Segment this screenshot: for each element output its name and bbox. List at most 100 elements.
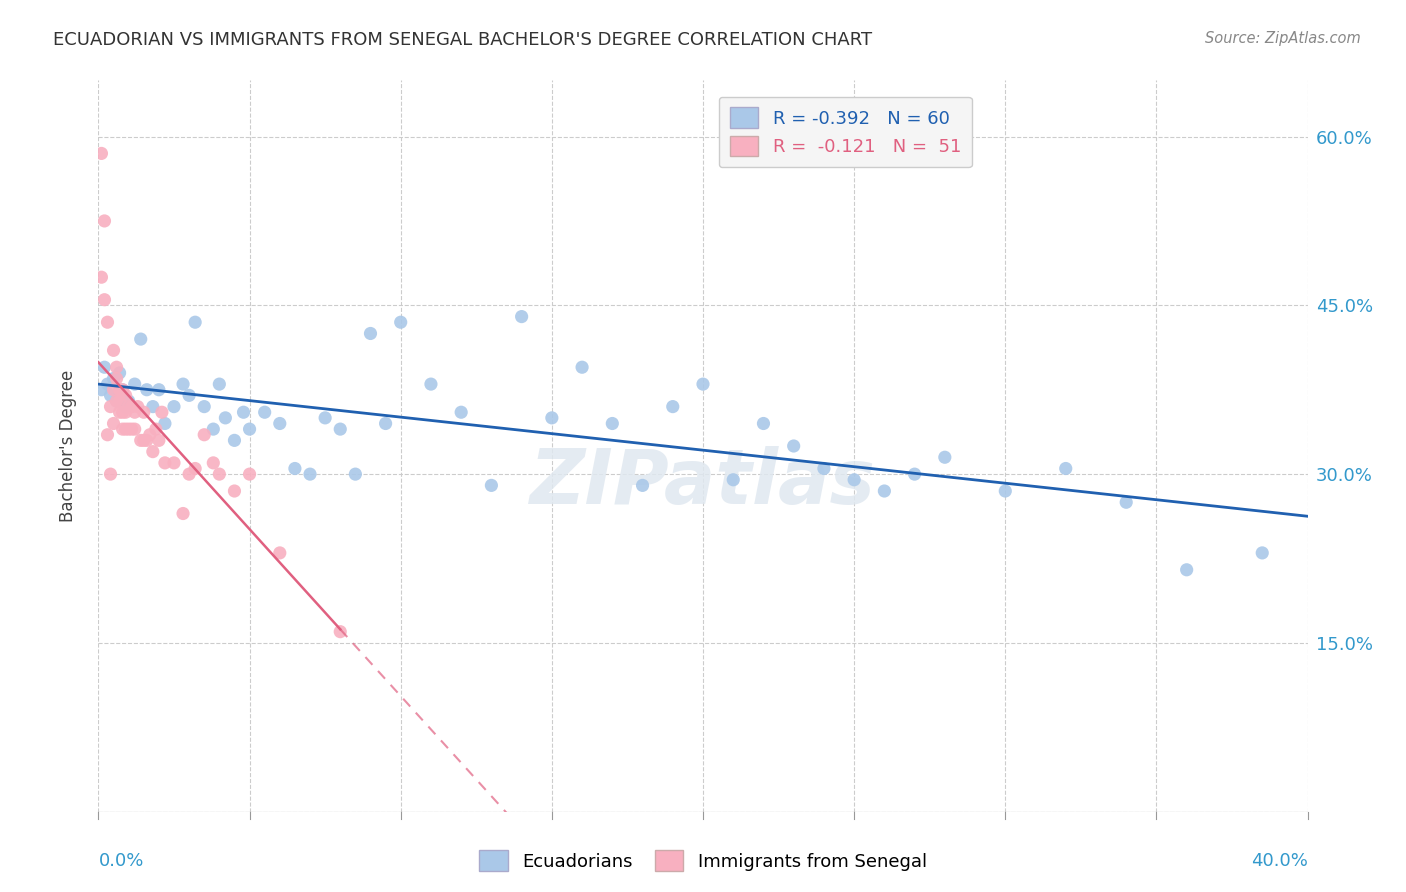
Text: Bachelor's Degree: Bachelor's Degree [59,370,77,522]
Point [108,394,131,409]
Point [96,315,118,329]
Point [124,405,146,419]
Point [114,405,136,419]
Legend: Ecuadorians, Immigrants from Senegal: Ecuadorians, Immigrants from Senegal [472,843,934,879]
Point [124,377,146,392]
Point [163,456,186,470]
Point [103,343,125,358]
Point [232,405,254,419]
Point [111,383,134,397]
Point [1175,563,1198,577]
Point [1054,461,1077,475]
Point [90,270,112,285]
Point [239,422,262,436]
Point [96,377,118,392]
Point [661,400,683,414]
Point [100,388,122,402]
Text: 0.0%: 0.0% [98,852,143,870]
Point [344,467,367,482]
Point [105,360,128,375]
Point [193,400,215,414]
Point [224,483,246,498]
Point [108,405,131,419]
Point [172,377,194,392]
Point [139,427,162,442]
Point [124,422,146,436]
Point [121,422,143,436]
Point [389,315,412,329]
Point [111,405,134,419]
Point [114,400,136,414]
Point [129,434,152,448]
Point [153,456,176,470]
Point [873,483,896,498]
Point [184,461,207,475]
Point [103,383,125,397]
Point [129,332,152,346]
Point [224,434,246,448]
Point [179,388,201,402]
Point [153,417,176,431]
Point [127,400,149,414]
Point [105,371,128,385]
Point [90,146,112,161]
Point [1251,546,1274,560]
Point [208,377,231,392]
Point [111,422,134,436]
Point [118,400,141,414]
Point [202,456,225,470]
Point [723,473,745,487]
Point [93,293,115,307]
Point [284,461,307,475]
Point [1115,495,1137,509]
Point [135,434,157,448]
Point [934,450,956,465]
Point [631,478,654,492]
Point [450,405,472,419]
Point [193,427,215,442]
Point [253,405,276,419]
Point [145,422,167,436]
Point [105,394,128,409]
Legend: R = -0.392   N = 60, R =  -0.121   N =  51: R = -0.392 N = 60, R = -0.121 N = 51 [718,96,972,167]
Text: Source: ZipAtlas.com: Source: ZipAtlas.com [1205,31,1361,46]
Point [103,417,125,431]
Point [114,422,136,436]
Point [132,405,155,419]
Point [163,400,186,414]
Text: ZIPatlas: ZIPatlas [530,446,876,519]
Point [208,467,231,482]
Point [135,383,157,397]
Point [142,444,165,458]
Point [100,467,122,482]
Point [179,467,201,482]
Point [148,383,170,397]
Point [93,214,115,228]
Point [114,388,136,402]
Point [172,507,194,521]
Point [374,417,396,431]
Point [132,434,155,448]
Point [783,439,806,453]
Point [692,377,714,392]
Point [420,377,443,392]
Point [148,434,170,448]
Point [202,422,225,436]
Point [904,467,927,482]
Point [105,394,128,409]
Point [314,410,336,425]
Point [96,427,118,442]
Point [844,473,866,487]
Point [214,410,236,425]
Point [571,360,593,375]
Point [93,360,115,375]
Point [299,467,322,482]
Point [111,383,134,397]
Point [602,417,624,431]
Point [103,371,125,385]
Point [510,310,533,324]
Point [184,315,207,329]
Point [360,326,382,341]
Point [329,624,352,639]
Point [108,383,131,397]
